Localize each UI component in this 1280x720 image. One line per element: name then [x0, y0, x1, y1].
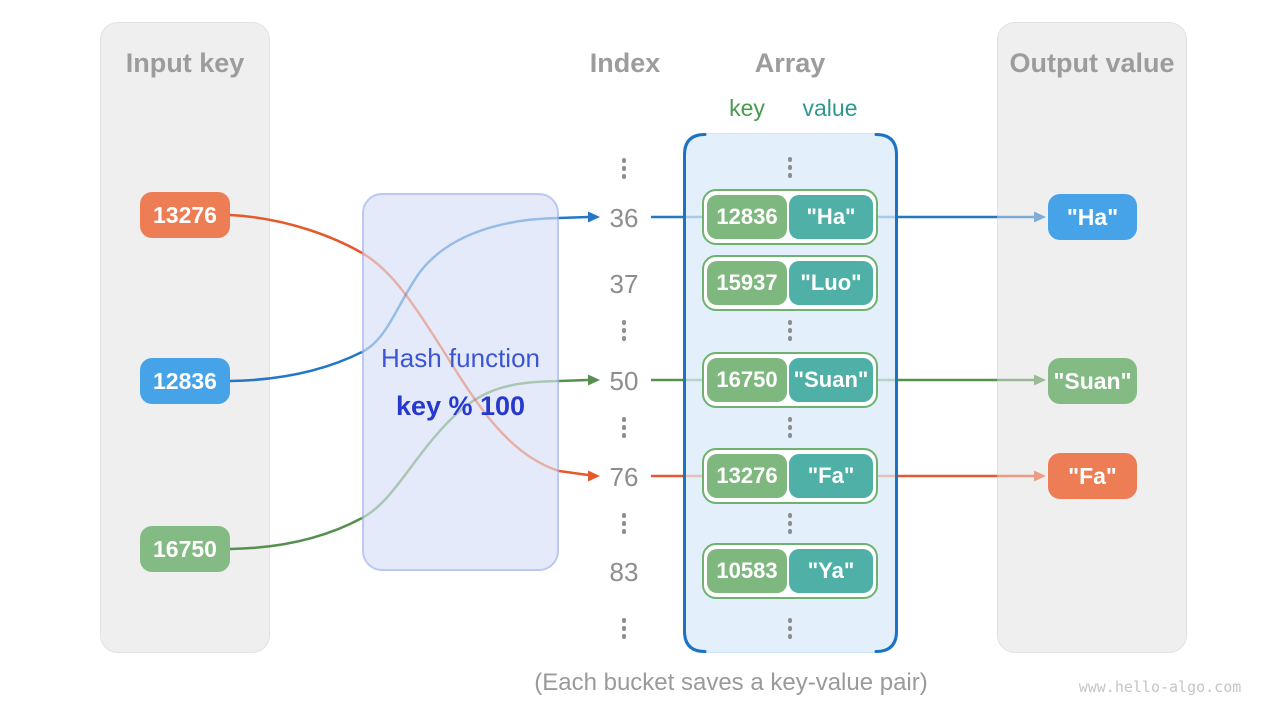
arrowhead-green-index	[588, 374, 600, 386]
bucket-key: 15937	[707, 261, 787, 305]
arrowhead-blue-output	[1034, 211, 1046, 223]
output-value-badge: "Fa"	[1048, 453, 1137, 499]
bucket-pair: 16750 "Suan"	[702, 352, 878, 408]
arrowhead-orange-output	[1034, 470, 1046, 482]
bucket-value: "Ya"	[789, 549, 873, 593]
vertical-ellipsis-icon	[621, 417, 627, 438]
vertical-ellipsis-icon	[621, 513, 627, 534]
vertical-ellipsis-icon	[787, 320, 793, 341]
hash-curve-green-in	[229, 516, 363, 551]
input-key-badge: 16750	[140, 526, 230, 572]
arrowhead-blue-index	[588, 211, 600, 223]
bucket-key: 10583	[707, 549, 787, 593]
bucket-key: 12836	[707, 195, 787, 239]
bucket-value: "Suan"	[789, 358, 873, 402]
input-panel-title: Input key	[125, 48, 245, 78]
hash-curve-green-faded	[361, 379, 560, 520]
index-50: 50	[609, 366, 639, 396]
hash-function-title: Hash function	[381, 343, 540, 373]
bucket-value: "Fa"	[789, 454, 873, 498]
vertical-ellipsis-icon	[787, 618, 793, 639]
output-value-panel	[997, 22, 1187, 653]
hash-function-formula: key % 100	[395, 391, 526, 421]
bucket-pair: 12836 "Ha"	[702, 189, 878, 245]
output-value-badge: "Ha"	[1048, 194, 1137, 240]
array-left-bracket	[683, 133, 707, 653]
hash-function-box	[362, 193, 559, 571]
output-panel-title: Output value	[1009, 48, 1175, 78]
array-column-title: Array	[754, 48, 826, 78]
index-76: 76	[609, 462, 639, 492]
bucket-pair: 15937 "Luo"	[702, 255, 878, 311]
figure-caption: (Each bucket saves a key-value pair)	[534, 669, 928, 696]
vertical-ellipsis-icon	[787, 417, 793, 438]
index-83: 83	[609, 557, 639, 587]
website-watermark: www.hello-algo.com	[1078, 678, 1242, 696]
input-key-badge: 13276	[140, 192, 230, 238]
array-right-bracket	[874, 133, 898, 653]
vertical-ellipsis-icon	[621, 158, 627, 179]
index-36: 36	[609, 203, 639, 233]
hash-curve-blue-out	[558, 215, 589, 220]
vertical-ellipsis-icon	[787, 513, 793, 534]
bucket-key: 13276	[707, 454, 787, 498]
bucket-pair: 10583 "Ya"	[702, 543, 878, 599]
vertical-ellipsis-icon	[621, 618, 627, 639]
arrowhead-orange-index	[588, 470, 600, 482]
output-value-badge: "Suan"	[1048, 358, 1137, 404]
hash-curve-orange-in	[229, 213, 363, 255]
hash-curve-orange-faded	[361, 251, 560, 473]
bucket-key: 16750	[707, 358, 787, 402]
hash-curve-green-out	[558, 378, 589, 383]
input-key-badge: 12836	[140, 358, 230, 404]
bucket-value: "Luo"	[789, 261, 873, 305]
hash-curve-blue-in	[229, 350, 363, 383]
hash-curve-orange-out	[558, 469, 589, 477]
arrowhead-green-output	[1034, 374, 1046, 386]
bucket-value: "Ha"	[789, 195, 873, 239]
vertical-ellipsis-icon	[787, 157, 793, 178]
bucket-pair: 13276 "Fa"	[702, 448, 878, 504]
value-column-label: value	[802, 95, 858, 121]
key-column-label: key	[729, 95, 765, 121]
index-37: 37	[609, 269, 639, 299]
index-column-title: Index	[589, 48, 661, 78]
hash-curve-blue-faded	[361, 216, 560, 354]
vertical-ellipsis-icon	[621, 320, 627, 341]
